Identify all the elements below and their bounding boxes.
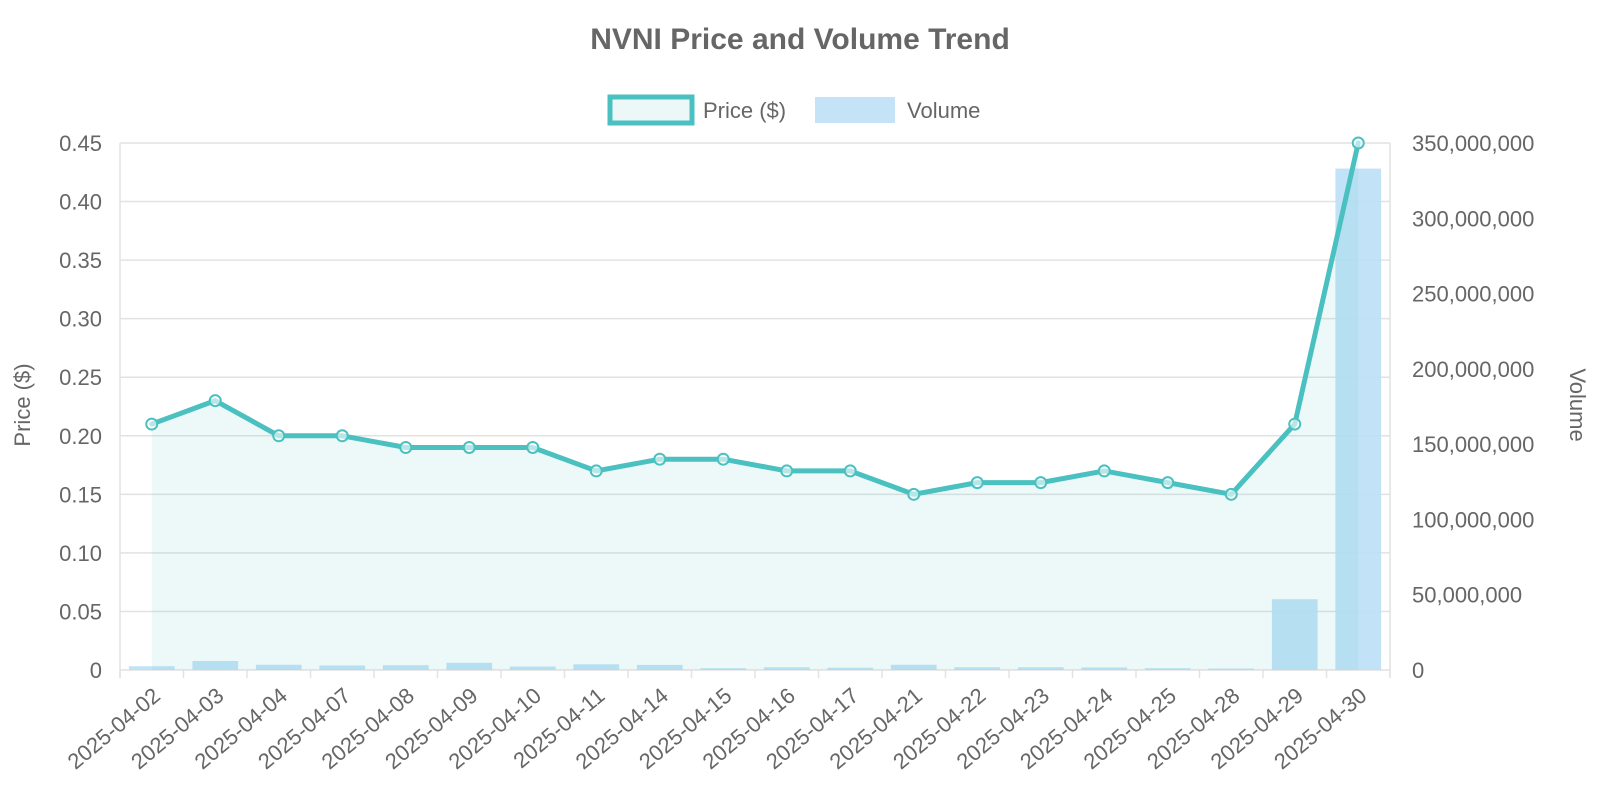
- y-tick-label-right: 250,000,000: [1412, 282, 1534, 307]
- volume-bar: [573, 664, 620, 670]
- volume-bar: [192, 660, 239, 670]
- price-area-fill: [151, 143, 1359, 670]
- price-point: [145, 417, 159, 431]
- y-tick-label-left: 0.05: [59, 599, 102, 624]
- volume-bar: [255, 664, 302, 670]
- y-axis-left-ticks: 0 0.05 0.10 0.15 0.20 0.25 0.30 0.35 0.40 0.45: [59, 131, 102, 683]
- legend-swatch-price[interactable]: [607, 94, 695, 126]
- grid-lines: [119, 142, 1391, 678]
- volume-bar: [1335, 168, 1382, 670]
- volume-bar: [1017, 667, 1064, 670]
- price-point: [335, 429, 349, 443]
- price-line-path: [149, 140, 1361, 497]
- legend-label-price[interactable]: Price ($): [703, 98, 786, 123]
- volume-bar: [1208, 668, 1255, 670]
- price-point: [1097, 464, 1111, 478]
- y-tick-label-right: 200,000,000: [1412, 357, 1534, 382]
- volume-bar: [700, 668, 747, 670]
- price-point: [208, 394, 222, 408]
- price-point: [780, 464, 794, 478]
- price-points: [145, 136, 1365, 501]
- price-point: [589, 464, 603, 478]
- price-point: [399, 440, 413, 454]
- y-axis-right-title: Volume: [1565, 368, 1590, 441]
- y-tick-label-left: 0: [90, 658, 102, 683]
- volume-bar: [1271, 599, 1318, 670]
- price-point: [1351, 136, 1365, 150]
- y-tick-label-left: 0.30: [59, 307, 102, 332]
- chart-title: NVNI Price and Volume Trend: [590, 23, 1010, 56]
- y-tick-label-left: 0.15: [59, 482, 102, 507]
- price-point: [1224, 487, 1238, 501]
- y-tick-label-right: 50,000,000: [1412, 583, 1522, 608]
- price-point: [716, 452, 730, 466]
- price-area: [151, 143, 1359, 670]
- volume-bar: [763, 667, 810, 670]
- volume-bar: [509, 666, 556, 670]
- volume-bar: [382, 665, 429, 670]
- y-tick-label-right: 300,000,000: [1412, 206, 1534, 231]
- y-tick-label-right: 100,000,000: [1412, 507, 1534, 532]
- legend-label-volume[interactable]: Volume: [907, 98, 980, 123]
- price-line: [149, 140, 1361, 497]
- volume-bar: [954, 667, 1001, 670]
- volume-bar: [827, 667, 874, 670]
- y-tick-label-left: 0.40: [59, 190, 102, 215]
- price-point: [1034, 476, 1048, 490]
- price-point: [653, 452, 667, 466]
- price-point: [843, 464, 857, 478]
- legend-swatch-volume[interactable]: [815, 97, 895, 123]
- volume-bar: [1081, 667, 1128, 670]
- y-tick-label-left: 0.25: [59, 365, 102, 390]
- volume-bars: [128, 168, 1382, 670]
- volume-bar: [636, 664, 683, 670]
- price-point: [1288, 417, 1302, 431]
- y-tick-label-right: 150,000,000: [1412, 432, 1534, 457]
- volume-bar: [890, 664, 937, 670]
- volume-bar: [319, 665, 366, 670]
- volume-bar: [128, 666, 175, 670]
- y-tick-label-right: 350,000,000: [1412, 131, 1534, 156]
- y-tick-label-left: 0.35: [59, 248, 102, 273]
- price-point: [462, 440, 476, 454]
- legend[interactable]: Price ($) Volume: [607, 94, 980, 126]
- price-point: [1161, 476, 1175, 490]
- price-point: [526, 440, 540, 454]
- y-tick-label-left: 0.10: [59, 541, 102, 566]
- x-axis-ticks: 2025-04-022025-04-032025-04-042025-04-07…: [63, 683, 1372, 774]
- price-point: [272, 429, 286, 443]
- y-tick-label-left: 0.45: [59, 131, 102, 156]
- volume-bar: [446, 662, 493, 670]
- price-point: [907, 487, 921, 501]
- volume-bar: [1144, 668, 1191, 670]
- y-axis-left-title: Price ($): [10, 363, 35, 446]
- price-point: [970, 476, 984, 490]
- y-tick-label-left: 0.20: [59, 424, 102, 449]
- y-axis-right-ticks: 0 50,000,000 100,000,000 150,000,000 200,000…: [1412, 131, 1534, 683]
- y-tick-label-right: 0: [1412, 658, 1424, 683]
